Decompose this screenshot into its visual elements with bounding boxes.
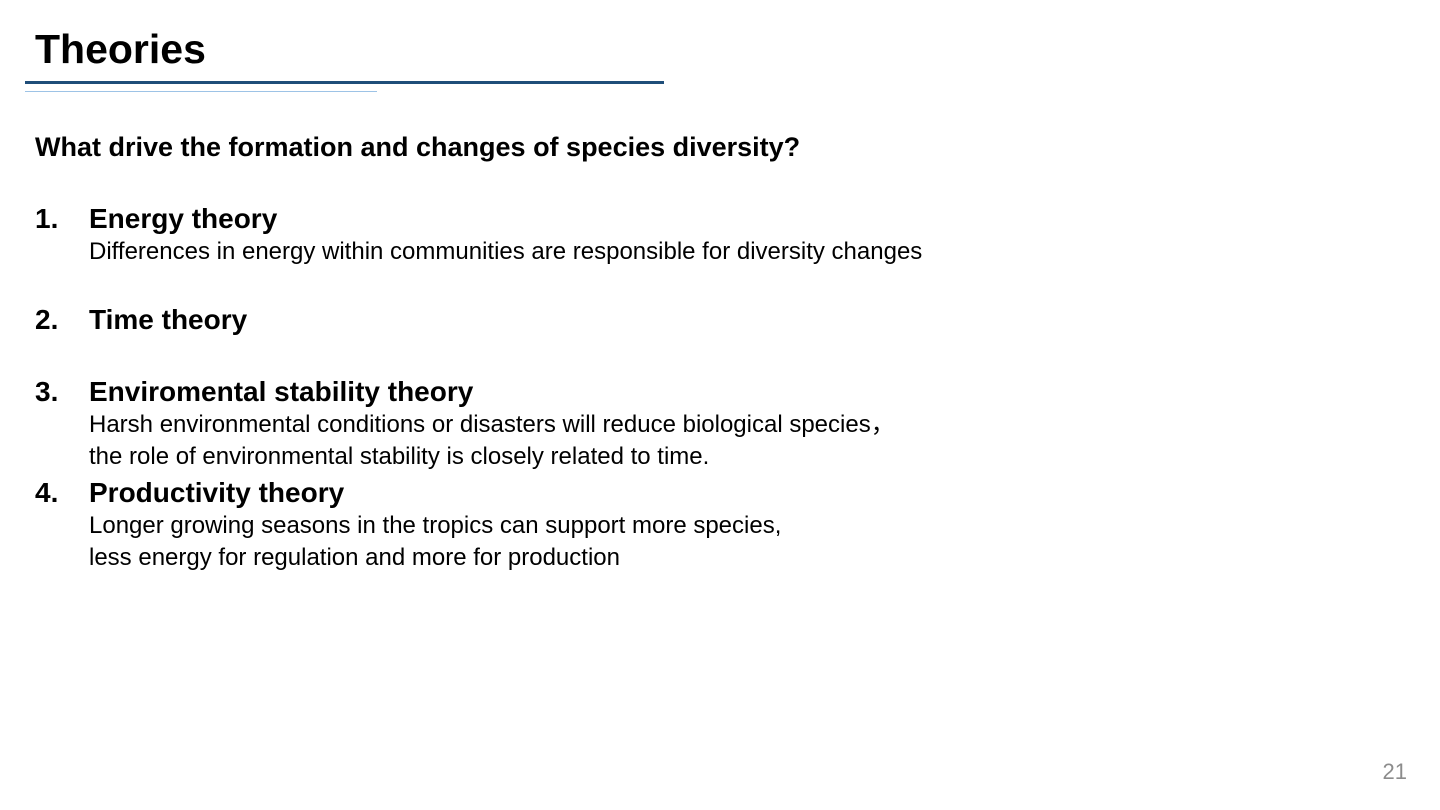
theory-description-line: Differences in energy within communities… [89, 236, 922, 268]
theory-name: Energy theory [89, 202, 277, 236]
theory-description-line: less energy for regulation and more for … [89, 542, 781, 574]
theory-description: Harsh environmental conditions or disast… [89, 409, 895, 473]
theory-description-line: Longer growing seasons in the tropics ca… [89, 510, 781, 542]
theory-description: Differences in energy within communities… [89, 236, 922, 268]
theory-name: Enviromental stability theory [89, 375, 473, 409]
page-number: 21 [1383, 758, 1407, 786]
question-heading: What drive the formation and changes of … [35, 130, 800, 164]
theory-number: 2. [35, 303, 58, 337]
theory-name: Time theory [89, 303, 247, 337]
theory-number: 4. [35, 476, 58, 510]
theory-description: Longer growing seasons in the tropics ca… [89, 510, 781, 574]
theory-number: 3. [35, 375, 58, 409]
theory-description-line: Harsh environmental conditions or disast… [89, 409, 895, 441]
theory-name: Productivity theory [89, 476, 344, 510]
theory-number: 1. [35, 202, 58, 236]
theory-description-line: the role of environmental stability is c… [89, 441, 895, 473]
slide-title: Theories [35, 24, 206, 74]
title-underline-secondary [25, 91, 377, 92]
title-underline [25, 81, 664, 84]
